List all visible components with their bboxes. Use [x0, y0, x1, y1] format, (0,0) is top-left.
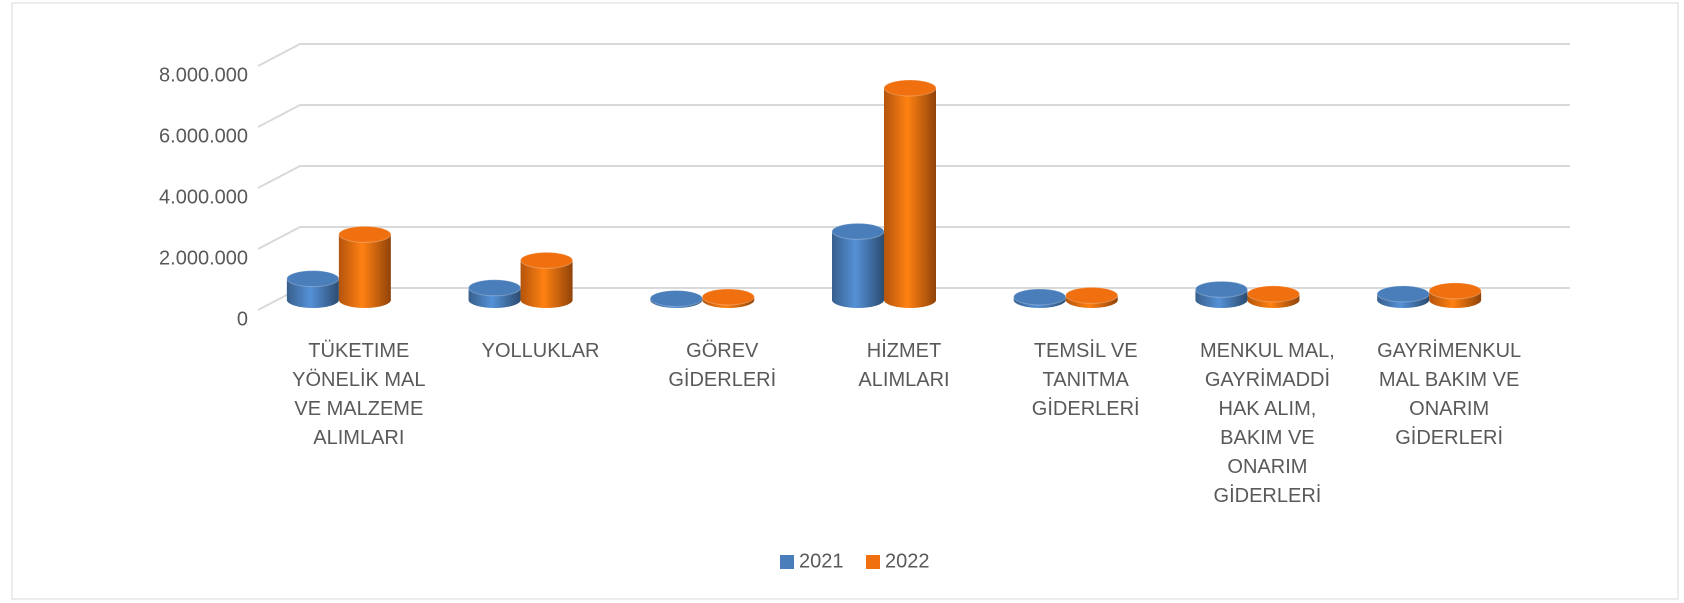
x-tick-label: GÖREV GİDERLERİ: [668, 340, 777, 391]
bar: [1194, 280, 1248, 308]
bar-body: [832, 231, 884, 300]
legend-swatch: [780, 555, 794, 569]
bar: [831, 222, 885, 308]
bar-top: [338, 225, 392, 243]
x-tick-label: HİZMET ALIMLARI: [858, 340, 950, 391]
grid-line: [257, 165, 1570, 189]
legend-label: 2021: [799, 550, 844, 572]
y-tick-label: 0: [237, 308, 248, 330]
bar-top: [1376, 285, 1430, 303]
bar-top: [1194, 280, 1248, 298]
x-tick-label: TEMSİL VE TANITMA GİDERLERİ: [1031, 340, 1140, 420]
bar-top: [286, 270, 340, 288]
bar-top: [1065, 286, 1119, 304]
chart-border: [11, 2, 1679, 600]
x-tick-label: MENKUL MAL, GAYRİMADDİ HAK ALIM, BAKIM V…: [1200, 340, 1335, 507]
bar-top: [468, 279, 522, 297]
bar: [701, 288, 755, 308]
bar: [1246, 285, 1300, 308]
bar-top: [1246, 285, 1300, 303]
x-tick-label: GAYRİMENKUL MAL BAKIM VE ONARIM GİDERLER…: [1377, 340, 1522, 449]
bar: [338, 225, 392, 308]
x-tick-label: TÜKETIME YÖNELİK MAL VE MALZEME ALIMLARI: [292, 340, 426, 449]
bar-body: [884, 88, 936, 301]
legend-swatch: [866, 555, 880, 569]
bar: [649, 289, 703, 308]
grid-line: [257, 104, 1570, 128]
grid-line: [257, 43, 1570, 67]
y-tick-label: 4.000.000: [159, 186, 248, 208]
bar-top: [883, 79, 937, 97]
y-tick-label: 6.000.000: [159, 125, 248, 147]
bar-top: [520, 251, 574, 269]
bar-top: [701, 288, 755, 306]
bar-top: [1013, 288, 1067, 306]
y-tick-label: 2.000.000: [159, 247, 248, 269]
bar-body: [338, 234, 391, 300]
bar-top: [649, 289, 703, 307]
bar: [468, 279, 522, 308]
bar: [1065, 286, 1119, 308]
bar-top: [1428, 282, 1482, 300]
legend-label: 2022: [885, 550, 930, 572]
bar: [1428, 282, 1482, 308]
y-tick-label: 8.000.000: [159, 64, 248, 86]
x-tick-label: YOLLUKLAR: [481, 340, 600, 362]
bar: [286, 270, 340, 308]
grid-line: [257, 226, 1570, 250]
bar: [520, 251, 574, 308]
bar: [1013, 288, 1067, 308]
bar: [883, 79, 937, 308]
bar-top: [831, 222, 885, 240]
bar: [1376, 285, 1430, 308]
